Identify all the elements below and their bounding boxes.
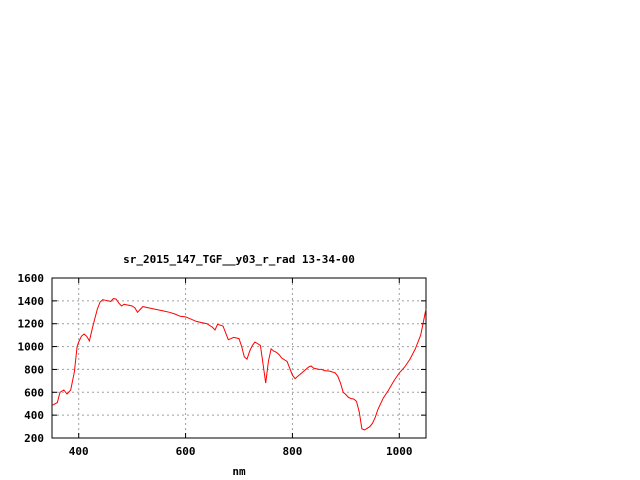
y-tick-label: 800: [24, 363, 44, 376]
x-tick-label: 600: [176, 445, 196, 458]
y-tick-label: 1400: [18, 295, 45, 308]
axis-ticks: 200 400 600 800 1000 1200 1400 1600 400 600 800 100…: [18, 272, 426, 458]
grid: [52, 278, 426, 438]
y-tick-label: 200: [24, 432, 44, 445]
x-axis-label: nm: [232, 465, 246, 478]
plot-frame: [51, 277, 427, 439]
x-tick-label: 800: [282, 445, 302, 458]
y-tick-label: 1000: [18, 341, 45, 354]
series-line: [51, 298, 427, 431]
chart-title: sr_2015_147_TGF__y03_r_rad 13-34-00: [123, 253, 355, 266]
y-tick-label: 1600: [18, 272, 45, 285]
y-tick-label: 1200: [18, 318, 45, 331]
x-tick-label: 1000: [386, 445, 413, 458]
y-tick-label: 600: [24, 386, 44, 399]
x-tick-label: 400: [69, 445, 89, 458]
y-tick-label: 400: [24, 409, 44, 422]
